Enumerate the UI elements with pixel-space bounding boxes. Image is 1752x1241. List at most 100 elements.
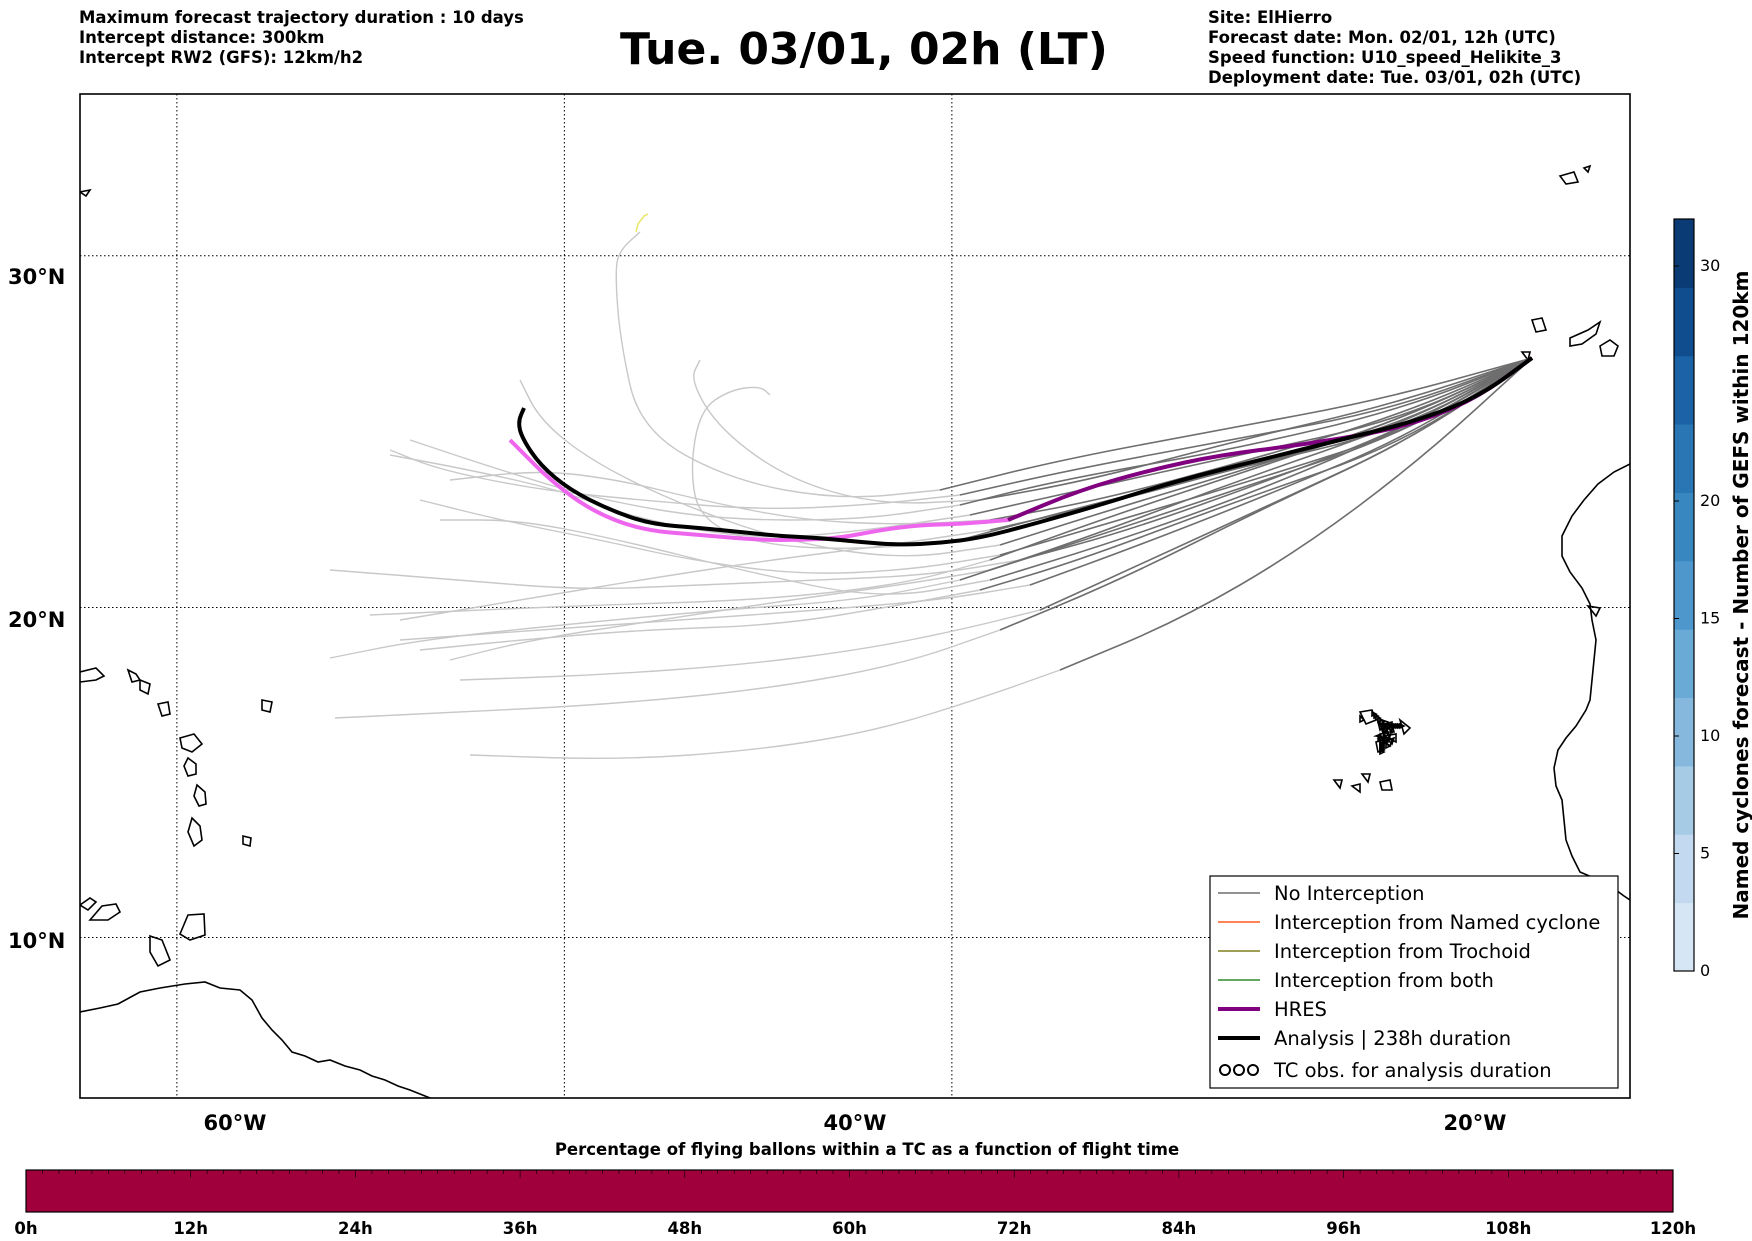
colorbar-tick-label: 10 [1700, 726, 1720, 745]
coastline-islands-lesser-antilles-f [139, 678, 151, 696]
trajectory-yellow-segment [635, 213, 649, 233]
coastline-islands-lesser-antilles-c [183, 756, 197, 777]
legend-label: Interception from Named cyclone [1274, 911, 1600, 934]
colorbar-tick-label: 30 [1700, 256, 1720, 275]
coastline-cape-verde-35 [1399, 722, 1406, 730]
coastline-bahamas [80, 188, 92, 198]
colorbar-segment [1674, 765, 1694, 835]
legend-label: No Interception [1274, 882, 1425, 905]
ensemble-trajectory-tail [519, 379, 1001, 557]
max-duration-text: Maximum forecast trajectory duration : 1… [79, 8, 524, 27]
site-text: Site: ElHierro [1208, 8, 1333, 27]
colorbar-segments [1674, 219, 1694, 972]
ensemble-trajectory-tail [459, 609, 1041, 681]
coastline-islands-lesser-antilles-a [187, 816, 203, 848]
coastlines [80, 164, 1630, 1098]
legend-label: Interception from both [1274, 969, 1494, 992]
ensemble-trajectory-tail [369, 559, 991, 616]
analysis-trajectory [517, 356, 1534, 547]
colorbar-segment [1674, 287, 1694, 357]
flight-time-bar-ticks: 0h 12h 24h 36h 48h 60h 72h 84h 96h 108h 120h [14, 1170, 1696, 1238]
map-frame [79, 93, 1631, 1099]
ensemble-trajectory-tail [691, 386, 961, 550]
map-grid [80, 94, 1630, 1098]
hres-trajectory-tail [508, 438, 1009, 543]
ensemble-trajectory-tail [615, 231, 941, 498]
coastline-cape-verde-16 [1359, 714, 1366, 724]
map-panel: 30°N 20°N 10°N 60°W 40°W 20°W No Interce… [8, 93, 1631, 1135]
colorbar-tick-label: 5 [1700, 844, 1710, 863]
coastline-islands-anguilla [261, 699, 273, 713]
ensemble-trajectory-tail [334, 629, 1001, 719]
flight-time-tick-label: 0h [14, 1219, 37, 1238]
colorbar-segment [1674, 834, 1694, 904]
lon-tick-label: 20°W [1444, 1111, 1507, 1135]
coastline-curacao [149, 934, 172, 968]
colorbar-segment [1674, 219, 1694, 288]
coastline-cape-verde-44 [1360, 773, 1372, 784]
colorbar-label: Named cyclones forecast - Number of GEFS… [1729, 271, 1752, 920]
header-left-info: Maximum forecast trajectory duration : 1… [79, 8, 524, 68]
page-title: Tue. 03/01, 02h (LT) [620, 24, 1108, 75]
coastline-madeira-b [1582, 164, 1592, 174]
coastline-cape-verde-38 [1375, 714, 1382, 722]
ensemble-trajectory-tail [469, 669, 1061, 760]
lon-tick-label: 40°W [824, 1111, 887, 1135]
colorbar-segment [1674, 355, 1694, 425]
flight-time-tick-label: 72h [997, 1219, 1032, 1238]
flight-time-tick-label: 12h [173, 1219, 208, 1238]
flight-time-tick-label: 108h [1485, 1219, 1531, 1238]
ensemble-trajectory-tail [449, 471, 991, 525]
ensemble-trajectory [979, 357, 1533, 501]
ensemble-trajectory [959, 357, 1533, 506]
ensemble-trajectory-tail [389, 449, 961, 510]
coastline-cape-verde-14 [1376, 732, 1384, 739]
colorbar-ticks: 0 5 10 15 20 30 [1674, 256, 1720, 980]
colorbar-segment [1674, 902, 1694, 972]
colorbar-tick-label: 15 [1700, 609, 1720, 628]
ensemble-trajectory-tail [449, 569, 991, 661]
ensemble-trajectory-tail [419, 589, 981, 651]
coastline-cape-verde-12 [1380, 728, 1388, 739]
ensemble-trajectory [1019, 357, 1533, 561]
coastline-cape-verde-46 [1382, 720, 1393, 734]
colorbar-tick-label: 0 [1700, 961, 1710, 980]
coastline-cape-verde-37 [1377, 716, 1384, 724]
coastline-islands-puerto-rico [80, 667, 106, 683]
coastline-cape-verde-42 [1350, 782, 1361, 794]
flight-time-tick-label: 84h [1162, 1219, 1197, 1238]
colorbar-segment [1674, 424, 1694, 493]
ensemble-trajectories-no-interception [939, 357, 1533, 671]
flight-time-tick-label: 48h [667, 1219, 702, 1238]
map-legend: No Interception Interception from Named … [1209, 875, 1619, 1089]
legend-box [1209, 875, 1619, 1089]
coastline-islands-virgin [126, 668, 142, 683]
legend-label: TC obs. for analysis duration [1273, 1059, 1552, 1082]
ensemble-trajectory-tail [329, 579, 961, 659]
coastline-islands-lesser-antilles-d [179, 733, 204, 753]
coastline-africa-detail [1586, 604, 1602, 618]
coastline-south-america [80, 981, 436, 1098]
colorbar: 0 5 10 15 20 30 Named cyclones forecast - Num… [1673, 218, 1752, 980]
deployment-date-text: Deployment date: Tue. 03/01, 02h (UTC) [1208, 68, 1582, 87]
colorbar-segment [1674, 492, 1694, 562]
lat-tick-label: 30°N [8, 265, 65, 289]
ensemble-trajectory-tail [399, 529, 991, 621]
coastline-canary-3 [1530, 317, 1548, 333]
ensemble-trajectory-tail [419, 499, 1001, 574]
coastline-cape-verde-39 [1373, 712, 1380, 720]
colorbar-frame [1673, 218, 1695, 972]
legend-label: HRES [1274, 998, 1327, 1021]
coastline-cape-verde-40 [1371, 710, 1378, 718]
ensemble-trajectories-tail [329, 231, 1061, 760]
ensemble-trajectory [999, 357, 1533, 546]
flight-time-tick-label: 96h [1326, 1219, 1361, 1238]
coastline-cape-verde-41 [1379, 779, 1393, 791]
flight-time-tick-label: 120h [1650, 1219, 1696, 1238]
ensemble-trajectory-tail [440, 519, 991, 595]
coastline-cape-verde-15 [1385, 742, 1392, 750]
coastline-caribbean-1 [88, 903, 122, 921]
coastline-canary-1 [1569, 320, 1602, 347]
coastline-madeira [1558, 171, 1580, 185]
